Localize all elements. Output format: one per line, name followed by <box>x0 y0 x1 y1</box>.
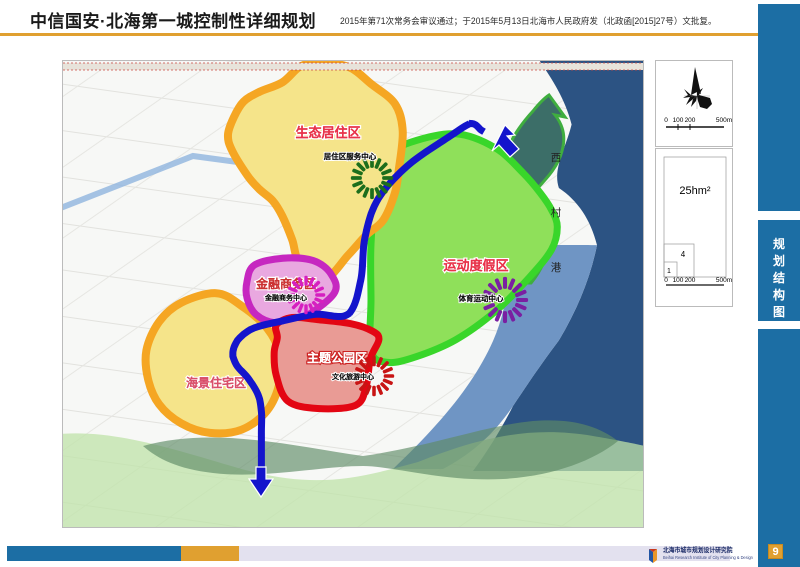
svg-text:500m: 500m <box>716 277 732 284</box>
svg-text:100: 100 <box>673 117 684 124</box>
svg-text:25hm²: 25hm² <box>679 185 711 197</box>
svg-text:金融商务中心: 金融商务中心 <box>264 293 307 302</box>
svg-text:200: 200 <box>685 117 696 124</box>
svg-text:居住区服务中心: 居住区服务中心 <box>324 151 377 161</box>
svg-text:海景住宅区: 海景住宅区 <box>186 375 246 390</box>
svg-text:主题公园区: 主题公园区 <box>307 350 367 365</box>
svg-text:200: 200 <box>685 277 696 284</box>
svg-text:港: 港 <box>551 262 562 274</box>
svg-text:体育运动中心: 体育运动中心 <box>459 293 504 303</box>
svg-text:生态居住区: 生态居住区 <box>295 125 360 140</box>
svg-text:0: 0 <box>664 277 668 284</box>
svg-text:文化旅游中心: 文化旅游中心 <box>332 372 374 381</box>
svg-text:100: 100 <box>673 277 684 284</box>
svg-text:西: 西 <box>551 152 562 164</box>
svg-text:4: 4 <box>681 250 686 259</box>
svg-text:0: 0 <box>664 117 668 124</box>
svg-text:村: 村 <box>551 206 562 219</box>
svg-text:500m: 500m <box>716 117 732 124</box>
svg-text:运动度假区: 运动度假区 <box>443 258 508 273</box>
svg-text:1: 1 <box>667 268 671 275</box>
